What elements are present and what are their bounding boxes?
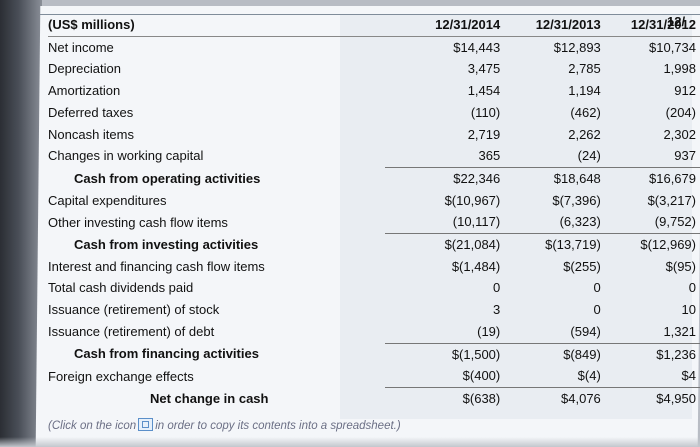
value-2013: 2,262	[568, 126, 601, 142]
row-label: Changes in working capital	[48, 148, 204, 164]
row-label: Cash from operating activities	[74, 170, 261, 186]
value-2014: $(21,084)	[444, 237, 501, 253]
value-2013: (24)	[504, 145, 605, 168]
value-2012: (204)	[665, 104, 696, 120]
value-2012: 1,998	[663, 61, 696, 77]
row-label: Foreign exchange effects	[48, 368, 194, 384]
value-2013: (6,323)	[504, 211, 605, 235]
copy-hint: (Click on the icon in order to copy its c…	[48, 418, 401, 432]
value-2012: $16,679	[649, 170, 696, 186]
table-row: Cash from operating activities $22,346 $18…	[48, 167, 700, 189]
row-label: Capital expenditures	[48, 192, 167, 208]
value-2014: $(1,484)	[451, 258, 501, 274]
copy-hint-text-before: (Click on the icon	[48, 420, 137, 432]
row-label: Other investing cash flow items	[48, 214, 228, 230]
column-header-partial: 12/	[667, 14, 686, 29]
value-2014: $14,443	[453, 39, 501, 55]
value-2012: 2,302	[663, 126, 696, 142]
table-row: Capital expenditures $(10,967) $(7,396) $(3…	[48, 190, 700, 212]
row-label: Cash from investing activities	[74, 236, 259, 252]
value-2013: (594)	[504, 320, 605, 344]
value-2014: $(10,967)	[444, 192, 501, 208]
column-header-2014: 12/31/2014	[384, 14, 505, 37]
value-2012: (9,752)	[604, 211, 700, 235]
value-2013: $(4)	[504, 365, 605, 388]
row-label: Total cash dividends paid	[48, 280, 194, 296]
value-2014: (10,117)	[384, 211, 505, 235]
value-2014: 0	[493, 280, 501, 296]
bottom-fade	[0, 437, 700, 447]
value-2012: $4,950	[656, 390, 696, 406]
copy-hint-text-after: in order to copy its contents into a spr…	[155, 420, 401, 432]
value-2012: $10,734	[649, 39, 696, 55]
row-label: Deferred taxes	[48, 104, 134, 120]
table-row: Noncash items 2,719 2,262 2,302	[48, 124, 700, 146]
value-2012: $(12,969)	[640, 237, 696, 253]
value-2013: 1,194	[568, 83, 601, 99]
value-2013: 2,785	[568, 61, 601, 77]
photo-background-edge	[0, 0, 42, 447]
row-label: Interest and financing cash flow items	[48, 258, 265, 274]
value-2012: $(95)	[665, 258, 696, 274]
table-row: Other investing cash flow items (10,117)(…	[48, 211, 700, 235]
table-row: Deferred taxes (110) (462) (204)	[48, 102, 700, 124]
table-row: Net income $14,443 $12,893 $10,734	[48, 36, 700, 58]
value-2013: $(849)	[563, 346, 601, 362]
table-row: Net change in cash $(638) $4,076 $4,950	[48, 387, 700, 409]
row-label: Issuance (retirement) of stock	[48, 302, 220, 318]
value-2013: $4,076	[561, 390, 601, 406]
table-body: Net income $14,443 $12,893 $10,734 Depreciat…	[48, 36, 700, 409]
cash-flow-table: (US$ millions) 12/31/2014 12/31/2013 12/…	[48, 14, 700, 410]
value-2012: $4	[604, 365, 700, 388]
value-2014: (110)	[470, 104, 501, 120]
table-row: Issuance (retirement) of debt (19) (594) 1,…	[48, 320, 700, 344]
value-2012: 0	[688, 280, 696, 296]
table-row: Amortization 1,454 1,194 912	[48, 80, 700, 102]
value-2012: 937	[604, 145, 700, 168]
value-2013: 0	[593, 280, 601, 296]
row-label: Noncash items	[48, 126, 134, 142]
value-2014: 3,475	[467, 61, 501, 77]
value-2014: 365	[384, 145, 505, 168]
value-2014: 1,454	[467, 83, 501, 99]
table-row: Cash from investing activities $(21,084) $…	[48, 234, 700, 256]
table-row: Issuance (retirement) of stock 3 0 10	[48, 299, 700, 321]
table-header-row: (US$ millions) 12/31/2014 12/31/2013 12/…	[48, 14, 700, 37]
table-row: Foreign exchange effects $(400) $(4) $4	[48, 365, 700, 388]
value-2012: $1,236	[656, 346, 696, 362]
table-row: Changes in working capital 365 (24) 937	[48, 145, 700, 168]
units-header: (US$ millions)	[48, 14, 385, 37]
row-label: Issuance (retirement) of debt	[48, 324, 215, 340]
value-2014: (19)	[384, 320, 505, 344]
row-label: Net change in cash	[150, 390, 269, 406]
spreadsheet-copy-icon[interactable]	[138, 418, 154, 431]
value-2013: 0	[593, 302, 601, 318]
value-2013: $(13,719)	[545, 237, 601, 253]
value-2012: 912	[674, 83, 696, 99]
value-2013: (462)	[570, 104, 601, 120]
row-label: Net income	[48, 39, 114, 55]
value-2013: $(255)	[563, 258, 601, 274]
row-label: Depreciation	[48, 61, 121, 77]
value-2013: $(7,396)	[552, 192, 601, 208]
value-2014: 2,719	[467, 126, 501, 142]
table-row: Total cash dividends paid 0 0 0	[48, 277, 700, 299]
row-label: Cash from financing activities	[74, 346, 259, 362]
column-header-2013: 12/31/2013	[504, 14, 605, 37]
table-row: Cash from financing activities $(1,500) $(…	[48, 343, 700, 365]
column-header-2012: 12/31/2012	[604, 14, 700, 37]
value-2013: $18,648	[553, 170, 601, 186]
table-row: Interest and financing cash flow items $(…	[48, 256, 700, 278]
value-2014: 3	[493, 302, 501, 318]
value-2012: 10	[681, 302, 696, 318]
value-2014: $22,346	[453, 170, 501, 186]
value-2013: $12,893	[553, 39, 601, 55]
table-row: Depreciation 3,475 2,785 1,998	[48, 58, 700, 80]
value-2014: $(638)	[462, 390, 501, 406]
value-2012: $(3,217)	[647, 192, 696, 208]
value-2014: $(1,500)	[451, 346, 501, 362]
value-2014: $(400)	[384, 365, 505, 388]
value-2012: 1,321	[604, 320, 700, 344]
row-label: Amortization	[48, 83, 121, 99]
